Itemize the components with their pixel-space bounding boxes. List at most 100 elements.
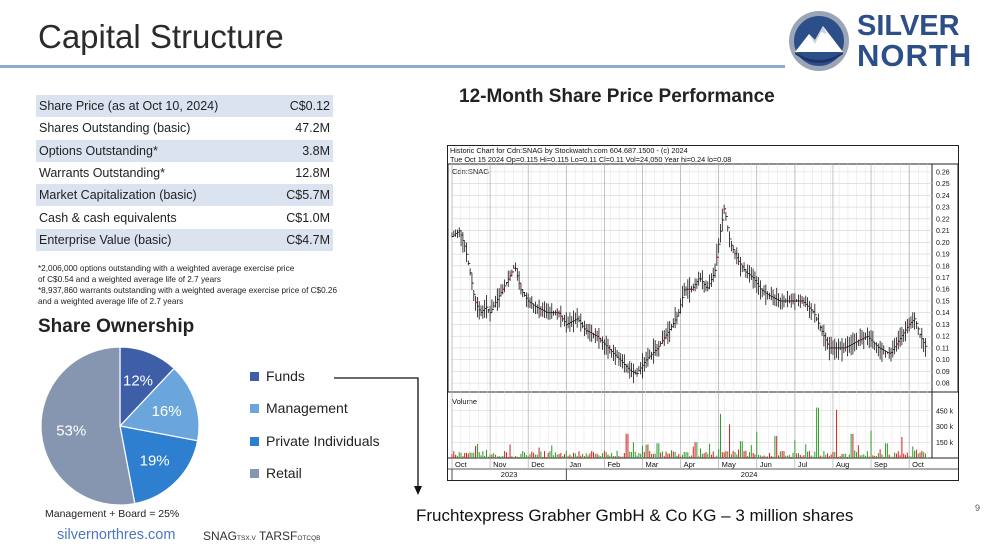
price-tick-label: 0.22 (936, 216, 950, 223)
year-label: 2024 (741, 470, 758, 479)
footnote-line: of C$0.54 and a weighted average life of… (38, 275, 221, 284)
price-tick-label: 0.18 (936, 263, 950, 270)
price-tick-label: 0.20 (936, 240, 950, 247)
month-tick-label: Aug (836, 460, 849, 469)
legend-label: Management (266, 400, 348, 417)
share-ownership-title: Share Ownership (38, 316, 195, 337)
legend-swatch (250, 404, 259, 414)
footnotes: *2,006,000 options outstanding with a we… (38, 263, 388, 307)
table-row: Market Capitalization (basic) C$5.7M (36, 184, 333, 207)
ticker-snag-exchange: TSX.V (237, 535, 256, 542)
logo-wordmark: SILVER NORTH (857, 10, 973, 73)
price-tick-label: 0.24 (936, 193, 950, 200)
volume-tick-label: 300 k (936, 424, 954, 431)
ownership-legend: Funds Management Private Individuals Ret… (250, 368, 380, 497)
row-label: Warrants Outstanding* (39, 166, 165, 181)
row-value: 12.8M (295, 166, 330, 181)
row-label: Cash & cash equivalents (39, 210, 177, 225)
legend-swatch (250, 468, 259, 478)
page-number: 9 (975, 503, 981, 513)
year-label: 2023 (501, 470, 518, 479)
logo-line-2: NORTH (857, 38, 973, 73)
chart-volume-label: Volume (452, 397, 477, 406)
row-value: 3.8M (270, 139, 333, 162)
month-tick-label: Mar (645, 460, 658, 469)
table-row: Options Outstanding* 3.8M (36, 139, 333, 162)
price-tick-label: 0.12 (936, 334, 950, 341)
silver-north-logo (789, 11, 849, 71)
price-tick-label: 0.14 (936, 310, 950, 317)
pie-slice-label: 19% (140, 453, 170, 470)
table-row: Cash & cash equivalents C$1.0M (36, 206, 333, 228)
price-tick-label: 0.13 (936, 322, 950, 329)
month-tick-label: Apr (684, 460, 696, 469)
row-label: Share Price (as at Oct 10, 2024) (36, 95, 271, 118)
table-row: Enterprise Value (basic) C$4.7M (36, 228, 333, 252)
row-label: Options Outstanding* (36, 139, 271, 162)
volume-tick-label: 450 k (936, 408, 954, 415)
legend-label: Private Individuals (266, 432, 380, 449)
price-tick-label: 0.26 (936, 169, 950, 176)
ticker-tarsf: TARSF (258, 529, 298, 543)
price-tick-label: 0.17 (936, 275, 950, 282)
price-tick-label: 0.08 (936, 381, 950, 388)
price-tick-label: 0.11 (936, 345, 949, 352)
chart-header-line-2: Tue Oct 15 2024 Op=0.115 Hi=0.115 Lo=0.1… (450, 154, 732, 164)
row-label: Market Capitalization (basic) (36, 184, 271, 207)
volume-bars (451, 407, 926, 458)
legend-item-private-individuals: Private Individuals (250, 433, 380, 465)
month-tick-label: Jun (760, 460, 772, 469)
price-tick-label: 0.25 (936, 181, 950, 188)
chart-symbol-label: Cdn:SNAG (452, 167, 489, 176)
month-tick-label: Nov (493, 460, 507, 469)
chart-header: Historic Chart for Cdn:SNAG by Stockwatc… (450, 146, 732, 164)
price-tick-label: 0.16 (936, 287, 950, 294)
legend-item-funds: Funds (250, 368, 380, 400)
callout-arrow (334, 377, 422, 495)
pie-slice-retail (40, 346, 136, 506)
month-tick-label: May (722, 460, 736, 469)
chart-header-line-1: Historic Chart for Cdn:SNAG by Stockwatc… (450, 146, 688, 155)
website-link[interactable]: silvernorthres.com (57, 527, 176, 543)
title-underline (0, 65, 785, 68)
price-tick-label: 0.23 (936, 205, 950, 212)
legend-item-management: Management (250, 400, 380, 432)
footnote-line: and a weighted average life of 2.7 years (38, 297, 184, 306)
pie-slice-funds (119, 346, 175, 428)
pie-slice-label: 53% (56, 423, 86, 440)
month-tick-label: Feb (607, 460, 620, 469)
legend-label: Retail (266, 464, 302, 481)
stock-chart-svg: Cdn:SNAG Volume 0.08 0.09 0.10 0.11 0.12 0.13 0.… (448, 163, 958, 480)
fruchtexpress-callout: Fruchtexpress Grabher GmbH & Co KG – 3 m… (416, 506, 854, 525)
row-label: Shares Outstanding (basic) (39, 121, 191, 136)
price-bars (451, 204, 928, 384)
ticker-symbols: SNAGTSX.V TARSFOTCQB (203, 529, 321, 543)
price-tick-label: 0.15 (936, 298, 950, 305)
pie-slice-private-individuals (119, 425, 199, 505)
pie-slice-management (118, 367, 200, 442)
price-tick-label: 0.19 (936, 252, 950, 259)
ticker-snag: SNAG (203, 529, 238, 543)
pie-slice-label: 12% (123, 372, 153, 389)
month-tick-label: Oct (912, 460, 925, 469)
table-row: Warrants Outstanding* 12.8M (36, 162, 333, 184)
legend-swatch (250, 436, 259, 446)
price-tick-label: 0.10 (936, 357, 950, 364)
ticker-tarsf-exchange: OTCQB (297, 535, 321, 542)
month-tick-label: Dec (531, 460, 545, 469)
month-tick-label: Sep (874, 460, 887, 469)
price-chart-heading: 12-Month Share Price Performance (459, 86, 775, 107)
month-tick-label: Jan (569, 460, 581, 469)
ownership-pie-chart: 12% 16% 19% 53% (40, 346, 200, 506)
capital-structure-table: Share Price (as at Oct 10, 2024) C$0.12 Sh… (36, 95, 333, 252)
volume-tick-label: 150 k (936, 440, 954, 447)
price-tick-label: 0.09 (936, 369, 950, 376)
legend-label: Funds (266, 368, 305, 384)
logo-line-1: SILVER (857, 10, 960, 42)
row-value: 47.2M (295, 121, 330, 136)
stockwatch-chart: Cdn:SNAG Volume 0.08 0.09 0.10 0.11 0.12 0.13 0.… (447, 145, 959, 481)
month-tick-label: Jul (798, 460, 808, 469)
row-value: C$4.7M (270, 228, 333, 252)
footnote-line: *8,937,860 warrants outstanding with a w… (38, 286, 338, 295)
row-value: C$5.7M (270, 184, 333, 207)
